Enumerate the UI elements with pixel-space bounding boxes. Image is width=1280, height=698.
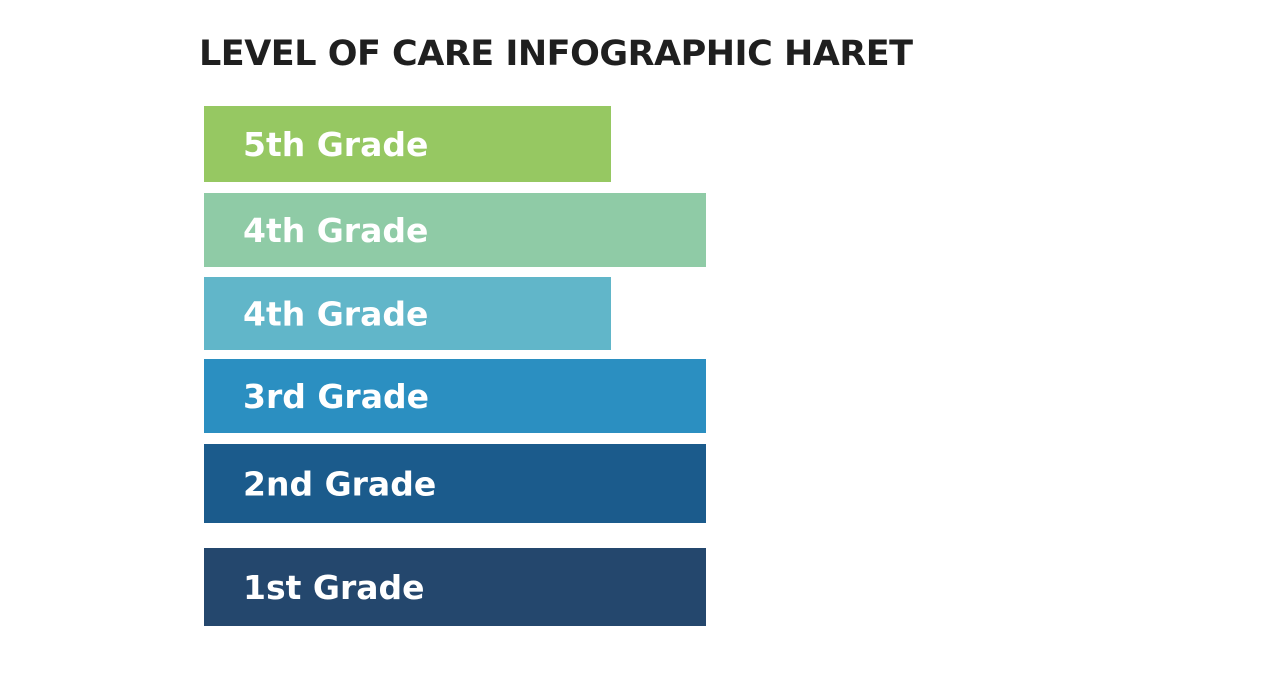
bar-label-5: 2nd Grade [243,465,436,504]
chart-title: LEVEL OF CARE INFOGRAPHIC HARET [199,34,913,74]
bar-3 [204,277,611,350]
bar-label-2: 4th Grade [243,211,428,250]
bar-label-1: 5th Grade [243,125,428,164]
bar-label-6: 1st Grade [243,568,425,607]
bar-5 [204,444,706,523]
bar-label-3: 4th Grade [243,295,428,334]
bar-2 [204,193,706,267]
bar-6 [204,548,706,626]
bar-label-4: 3rd Grade [243,377,429,416]
bar-1 [204,106,611,182]
bar-4 [204,359,706,433]
